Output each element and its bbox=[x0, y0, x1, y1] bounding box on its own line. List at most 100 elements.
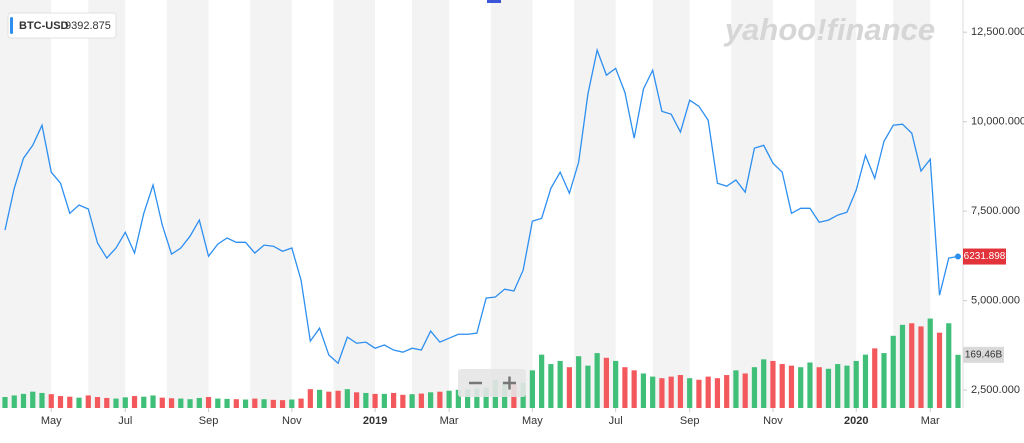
volume-bar bbox=[20, 393, 27, 408]
volume-bar bbox=[141, 396, 147, 408]
volume-bar bbox=[622, 367, 628, 408]
volume-bar bbox=[455, 389, 461, 408]
volume-bar bbox=[261, 399, 267, 408]
legend-swatch bbox=[10, 17, 13, 34]
volume-bar bbox=[409, 394, 415, 408]
x-tick-label: 2019 bbox=[363, 415, 387, 427]
x-tick-label: May bbox=[41, 415, 62, 427]
y-tick-label: 12,500.000 bbox=[971, 26, 1024, 38]
volume-bar bbox=[57, 396, 64, 408]
x-tick-label: Jul bbox=[118, 415, 132, 427]
volume-label: 169.46B bbox=[965, 349, 1003, 360]
volume-bar bbox=[85, 395, 91, 408]
range-indicator bbox=[487, 0, 501, 3]
volume-bar bbox=[353, 392, 360, 408]
volume-bar bbox=[918, 326, 924, 408]
volume-bar bbox=[770, 360, 776, 408]
zoom-controls[interactable] bbox=[458, 369, 526, 397]
volume-bar bbox=[391, 392, 397, 408]
volume-bar bbox=[659, 378, 665, 408]
zoom-panel bbox=[458, 369, 526, 397]
volume-bar bbox=[557, 360, 563, 408]
volume-bar bbox=[465, 389, 471, 408]
y-tick-label: 2,500.000 bbox=[971, 384, 1020, 396]
volume-bar bbox=[761, 359, 767, 408]
volume-bar bbox=[159, 397, 165, 408]
volume-bar bbox=[955, 354, 961, 408]
volume-bar bbox=[807, 362, 813, 408]
month-band bbox=[574, 0, 616, 408]
month-band bbox=[88, 0, 126, 408]
volume-bar bbox=[11, 395, 17, 408]
volume-bar bbox=[585, 365, 591, 408]
last-point bbox=[955, 253, 961, 260]
volume-bar bbox=[529, 370, 535, 408]
volume-bar bbox=[381, 393, 387, 408]
volume-bar bbox=[2, 397, 8, 408]
y-tick-label: 10,000.000 bbox=[971, 116, 1024, 128]
volume-bar bbox=[335, 390, 341, 408]
month-band bbox=[652, 0, 690, 408]
legend-value: 9392.875 bbox=[65, 20, 111, 32]
volume-bar bbox=[168, 398, 175, 408]
volume-bar bbox=[946, 323, 952, 408]
volume-bar bbox=[428, 392, 434, 408]
x-tick-label: Sep bbox=[680, 415, 700, 427]
price-line bbox=[4, 47, 959, 365]
volume-bar bbox=[714, 378, 721, 408]
volume-bar bbox=[150, 395, 156, 408]
month-band bbox=[166, 0, 209, 408]
volume-bar bbox=[742, 373, 748, 408]
legend-symbol: BTC-USD bbox=[19, 20, 69, 32]
x-tick-label: Sep bbox=[199, 415, 219, 427]
month-band bbox=[250, 0, 292, 408]
volume-bar bbox=[363, 392, 369, 408]
month-band bbox=[412, 0, 450, 408]
volume-bar bbox=[30, 391, 36, 408]
volume-bar bbox=[798, 367, 804, 408]
volume-bar bbox=[825, 368, 832, 408]
volume-bar bbox=[289, 399, 295, 408]
volume-bar bbox=[270, 399, 276, 408]
volume-bar bbox=[483, 387, 489, 408]
plot bbox=[2, 47, 961, 408]
volume-bar bbox=[936, 332, 943, 408]
volume-bar bbox=[733, 370, 739, 408]
volume-bar bbox=[316, 389, 323, 408]
volume-bar bbox=[437, 391, 443, 408]
month-band bbox=[333, 0, 376, 408]
watermark: yahoo!finance bbox=[723, 12, 935, 47]
volume-bar bbox=[242, 399, 249, 408]
x-tick-label: Mar bbox=[440, 415, 459, 427]
volume-bar bbox=[418, 393, 424, 408]
volume-bar bbox=[899, 324, 906, 408]
volume-bar bbox=[76, 397, 82, 408]
volume-bar bbox=[474, 388, 480, 408]
volume-bar bbox=[816, 367, 822, 408]
month-band bbox=[731, 0, 773, 408]
volume-bar bbox=[788, 365, 795, 408]
volume-bar bbox=[613, 360, 619, 408]
volume-bar bbox=[853, 360, 859, 408]
volume-bar bbox=[205, 397, 212, 408]
x-tick-label: Mar bbox=[921, 415, 940, 427]
volume-bar bbox=[39, 392, 45, 408]
volume-bar bbox=[677, 375, 684, 408]
volume-bar bbox=[909, 323, 915, 408]
volume-bar bbox=[131, 396, 138, 408]
volume-bar bbox=[539, 354, 545, 408]
volume-bar bbox=[252, 398, 258, 408]
y-tick-label: 5,000.000 bbox=[971, 295, 1020, 307]
legend: BTC-USD 9392.875 bbox=[7, 12, 117, 39]
x-tick-label: Jul bbox=[609, 415, 623, 427]
volume-bar bbox=[890, 335, 896, 408]
volume-bar bbox=[835, 364, 841, 408]
volume-bar bbox=[233, 399, 239, 408]
volume-bar bbox=[113, 398, 119, 408]
volume-bar bbox=[640, 373, 647, 408]
volume-bar bbox=[122, 397, 128, 408]
month-band bbox=[490, 0, 533, 408]
volume-bar bbox=[687, 378, 693, 408]
month-band bbox=[0, 0, 52, 408]
